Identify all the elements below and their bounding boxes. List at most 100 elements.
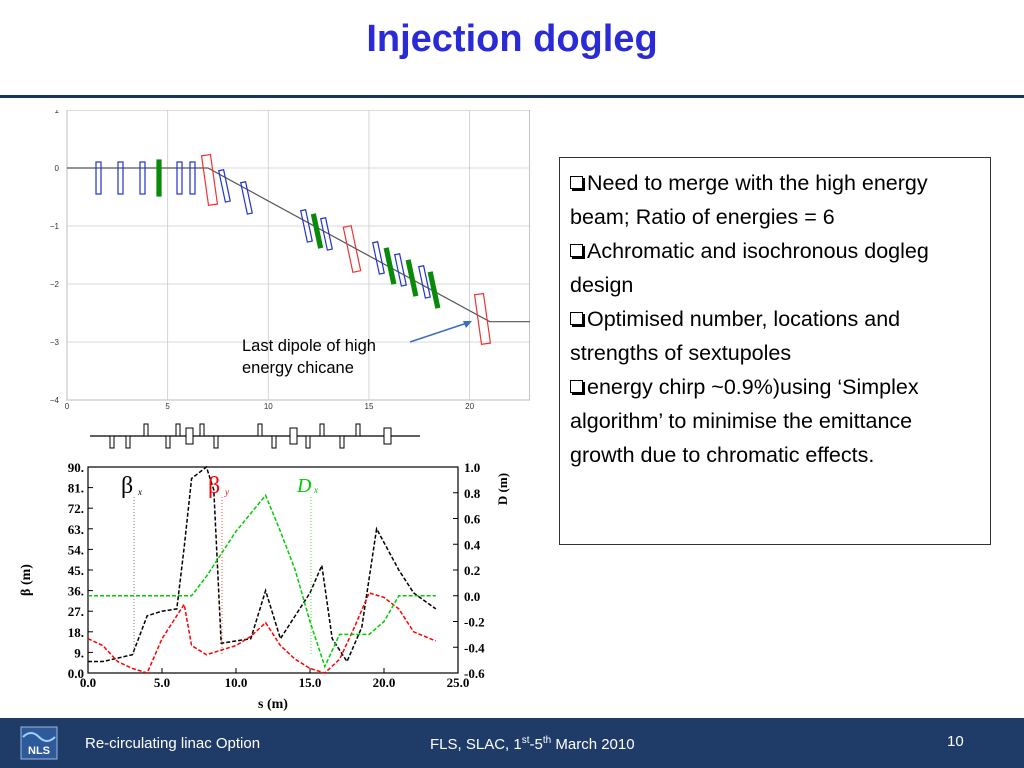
s-axis-label: s (m): [258, 697, 288, 712]
quadrupole-magnet: [139, 161, 146, 195]
beta-tick-label: 54.: [68, 542, 84, 557]
beta-tick-label: 0.0: [68, 666, 84, 681]
footer-event: FLS, SLAC, 1st-5th March 2010: [430, 735, 635, 753]
s-tick-label: 20.0: [373, 675, 396, 690]
dipole-magnet: [200, 153, 219, 206]
quadrupole-magnet: [418, 265, 431, 299]
title-divider: [0, 95, 1024, 98]
legend-beta-y: β: [208, 473, 220, 499]
focusing-quad-icon: [125, 435, 131, 449]
s-tick-label: 5.0: [154, 675, 170, 690]
sextupole-magnet: [383, 247, 397, 285]
logo-background: [20, 726, 58, 760]
layout-grid: [66, 110, 530, 401]
dipole-element-icon: [383, 427, 392, 445]
optics-series: [87, 465, 437, 674]
lattice-strip: [90, 423, 420, 449]
beta-tick-label: 81.: [68, 481, 84, 496]
y-tick-label: −1: [50, 222, 60, 231]
orbit-line: [67, 167, 530, 323]
sextupole-magnet: [310, 213, 324, 249]
optics-plot-frame: [87, 466, 459, 674]
annotation-line-2: energy chicane: [242, 359, 354, 377]
dispersion-tick-label: 0.2: [464, 563, 480, 578]
checkbox-bullet-icon: [570, 312, 583, 325]
bullet-item: Need to merge with the high energy beam;…: [570, 166, 980, 234]
legend-dispersion: D: [296, 475, 312, 497]
layout-plot-frame: [66, 110, 530, 401]
y-tick-label: −3: [50, 338, 60, 347]
quadrupole-magnet: [372, 241, 385, 275]
y-tick-label: −4: [50, 396, 60, 405]
logo-wave: [22, 732, 56, 742]
focusing-quad-icon: [271, 435, 277, 449]
y-tick-label: 1: [55, 110, 60, 115]
bullet-item: Optimised number, locations and strength…: [570, 302, 980, 370]
dispersion-tick-label: -0.2: [464, 615, 485, 630]
slide-title: Injection dogleg: [366, 18, 658, 60]
annotation-arrow: [409, 321, 471, 343]
defocusing-quad-icon: [319, 423, 325, 437]
beta-tick-label: 63.: [68, 522, 84, 537]
y-tick-label: −2: [50, 280, 60, 289]
checkbox-bullet-icon: [570, 380, 583, 393]
dispersion-line: [88, 493, 436, 669]
quadrupole-magnet: [176, 161, 183, 195]
magnet-group: [95, 153, 492, 345]
dipole-magnet: [473, 292, 492, 345]
beta-axis-ticks: 90. 81. 72. 63. 54. 45. 36. 27. 18. 9. 0.0: [68, 460, 93, 681]
s-tick-label: 0.0: [80, 675, 96, 690]
checkbox-bullet-icon: [570, 176, 583, 189]
x-tick-label: 0: [65, 402, 70, 410]
quadrupole-magnet: [240, 181, 253, 215]
s-tick-label: 10.0: [225, 675, 248, 690]
annotation-line-1: Last dipole of high: [242, 337, 376, 355]
lattice-elements: [109, 423, 392, 449]
s-axis-ticks: 0.0 5.0 10.0 15.0 20.0 25.0: [80, 668, 469, 690]
focusing-quad-icon: [165, 435, 171, 449]
dispersion-tick-label: 1.0: [464, 460, 480, 475]
quadrupole-magnet: [189, 161, 196, 195]
footer-event-text: March 2010: [551, 736, 635, 753]
beta-tick-label: 36.: [68, 584, 84, 599]
bullet-item: Achromatic and isochronous dogleg design: [570, 234, 980, 302]
defocusing-quad-icon: [143, 423, 149, 437]
focusing-quad-icon: [213, 435, 219, 449]
nls-logo-icon: NLS: [20, 726, 58, 760]
beta-tick-label: 18.: [68, 625, 84, 640]
legend-beta-y-subscript: y: [224, 487, 229, 497]
beta-axis-label: β (m): [19, 564, 34, 596]
sextupole-magnet: [405, 259, 419, 297]
layout-xticks: 0 5 10 15 20: [65, 402, 475, 410]
dipole-element-icon: [185, 427, 194, 445]
legend-beta-x: β: [121, 473, 133, 499]
quadrupole-magnet: [300, 209, 313, 243]
layout-yticks: 1 0 −1 −2 −3 −4: [50, 110, 60, 405]
optics-legend: β x β y D x: [121, 473, 318, 655]
beta-tick-label: 9.: [74, 645, 84, 660]
defocusing-quad-icon: [355, 423, 361, 437]
quadrupole-magnet: [394, 253, 407, 287]
defocusing-quad-icon: [175, 423, 181, 437]
sextupole-magnet: [427, 271, 441, 309]
dispersion-tick-label: -0.6: [464, 666, 485, 681]
bullet-text-box: Need to merge with the high energy beam;…: [559, 157, 991, 545]
dispersion-tick-label: -0.4: [464, 640, 485, 655]
bullet-text: energy chirp ~0.9%)using ‘Simplex algori…: [570, 375, 919, 467]
checkbox-bullet-icon: [570, 244, 583, 257]
focusing-quad-icon: [339, 435, 345, 449]
dogleg-layout-chart: 10−1−2−3−4 0 5 10 15 20: [50, 110, 530, 410]
beta-tick-label: 27.: [68, 604, 84, 619]
x-tick-label: 20: [465, 402, 474, 410]
quadrupole-magnet: [117, 161, 124, 195]
dipole-annotation: Last dipole of high energy chicane: [242, 335, 376, 379]
legend-beta-x-subscript: x: [137, 487, 142, 497]
bullet-text: Optimised number, locations and strength…: [570, 307, 901, 365]
dispersion-axis-label: D (m): [495, 473, 510, 505]
quadrupole-magnet: [95, 161, 102, 195]
beta-y-line: [87, 591, 437, 674]
x-tick-label: 15: [365, 402, 374, 410]
focusing-quad-icon: [109, 435, 115, 449]
dispersion-axis-ticks: 1.0 0.8 0.6 0.4 0.2 0.0 -0.2 -0.4 -0.6: [453, 460, 485, 681]
dispersion-tick-label: 0.4: [464, 537, 481, 552]
